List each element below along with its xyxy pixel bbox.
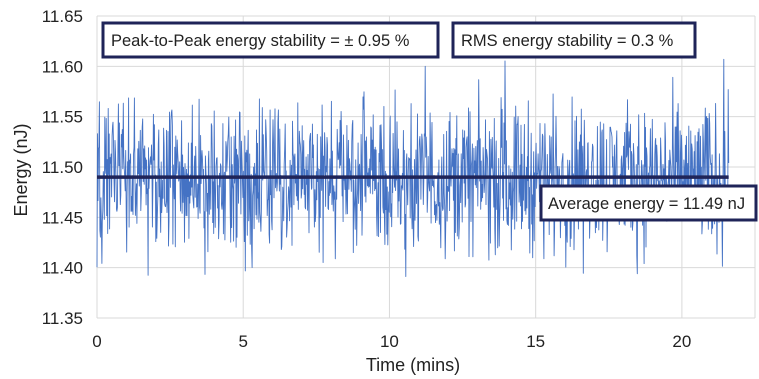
peak-to-peak-box (101, 21, 440, 59)
y-tick-labels: 11.35 11.40 11.45 11.50 11.55 11.60 11.65 (42, 7, 83, 328)
x-tick-label: 5 (238, 332, 247, 351)
y-tick-label: 11.60 (42, 57, 83, 76)
y-axis-title: Energy (nJ) (11, 123, 31, 216)
x-tick-label: 0 (92, 332, 101, 351)
x-tick-label: 10 (380, 332, 399, 351)
y-tick-label: 11.55 (42, 108, 83, 127)
energy-trace (96, 58, 730, 277)
y-tick-label: 11.40 (42, 259, 83, 278)
y-tick-label: 11.50 (42, 158, 83, 177)
rms-annotation: RMS energy stability = 0.3 % (451, 21, 697, 59)
peak-to-peak-annotation: Peak-to-Peak energy stability = ± 0.95 % (101, 21, 440, 59)
x-tick-label: 15 (526, 332, 545, 351)
y-tick-label: 11.35 (42, 309, 83, 328)
x-axis-title: Time (mins) (366, 355, 460, 375)
average-box (539, 184, 758, 222)
x-tick-labels: 0 5 10 15 20 (92, 332, 691, 351)
x-tick-label: 20 (672, 332, 691, 351)
average-annotation: Average energy = 11.49 nJ (539, 184, 758, 222)
rms-box (451, 21, 697, 59)
average-label: Average energy = 11.49 nJ (548, 195, 745, 213)
grid-lines (96, 15, 756, 319)
y-tick-label: 11.45 (42, 208, 83, 227)
rms-label: RMS energy stability = 0.3 % (461, 32, 674, 50)
energy-series (96, 58, 730, 277)
peak-to-peak-label: Peak-to-Peak energy stability = ± 0.95 % (111, 32, 410, 50)
y-tick-label: 11.65 (42, 7, 83, 26)
